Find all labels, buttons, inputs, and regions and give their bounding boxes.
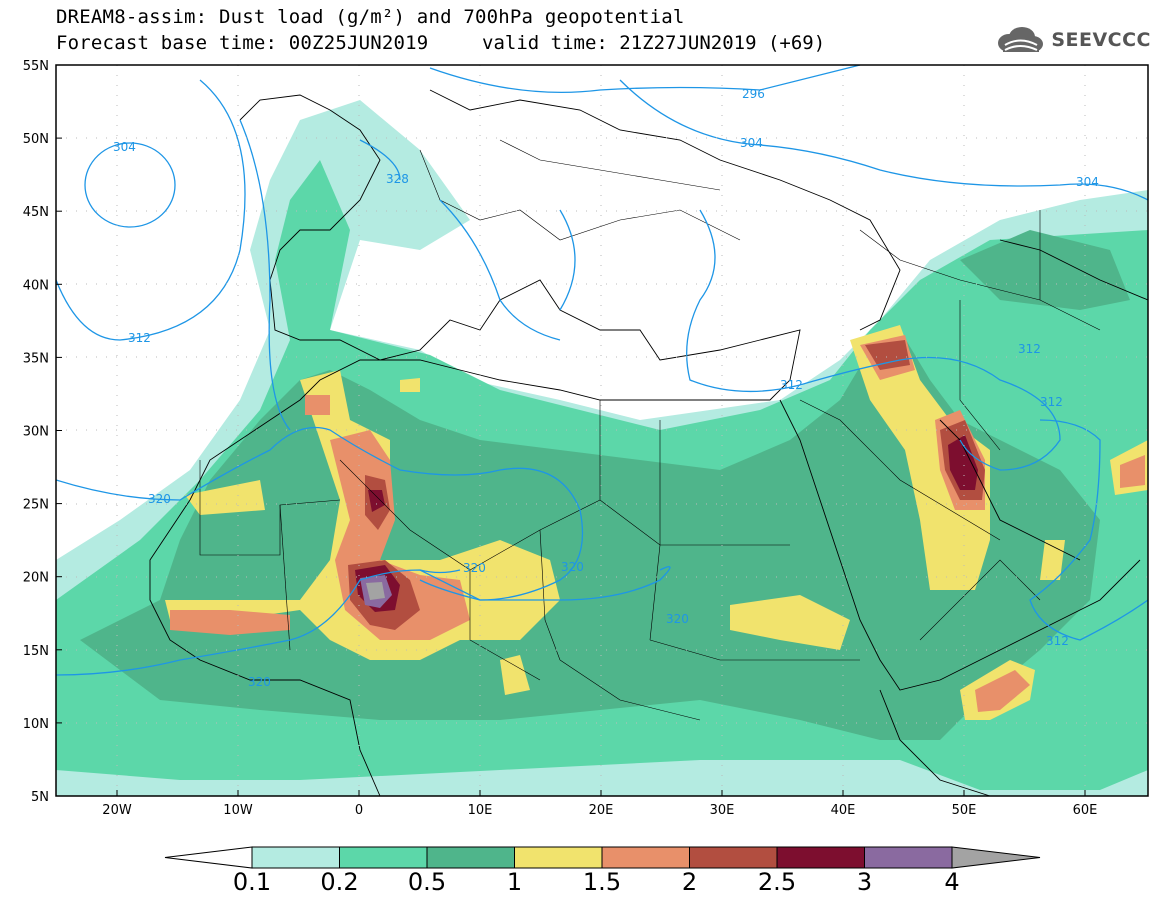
lon-tick-label: 60E	[1073, 803, 1098, 818]
lat-tick-label: 55N	[23, 59, 49, 74]
legend-label: 2.5	[757, 868, 797, 896]
lon-tick-label: 30E	[710, 803, 735, 818]
legend-label: 0.5	[407, 868, 447, 896]
contour-label: 304	[113, 140, 136, 154]
lat-tick-label: 35N	[23, 351, 49, 366]
contour-label: 312	[1046, 634, 1069, 648]
contour-label: 320	[666, 612, 689, 626]
logo-text: SEEVCCC	[1051, 29, 1151, 51]
lon-tick-label: 10E	[468, 803, 493, 818]
legend-color-box	[776, 846, 865, 869]
lon-tick-label: 40E	[831, 803, 856, 818]
contour-label: 320	[148, 492, 171, 506]
lon-tick-label: 10W	[223, 803, 253, 818]
lon-tick-label: 0	[355, 803, 363, 818]
legend-label: 3	[856, 868, 873, 896]
lat-tick-label: 40N	[23, 278, 49, 293]
contour-label: 296	[742, 87, 765, 101]
coastlines	[149, 89, 1148, 796]
contour-labels: 304 328 296 304 304 312 312 312 312 320 …	[113, 87, 1099, 689]
lat-tick-label: 30N	[23, 425, 49, 440]
contour-label: 304	[740, 136, 763, 150]
country-borders	[199, 139, 1101, 721]
contour-label: 320	[561, 560, 584, 574]
legend-color-box	[339, 846, 428, 869]
legend-color-box	[601, 846, 690, 869]
lat-tick-label: 45N	[23, 205, 49, 220]
legend-label: 0.1	[232, 868, 272, 896]
geopotential-contours	[56, 65, 1148, 676]
lon-tick-label: 50E	[952, 803, 977, 818]
contour-label: 312	[780, 378, 803, 392]
dust-band-4	[360, 575, 392, 608]
legend-color-box	[251, 846, 340, 869]
legend-label: 1.5	[582, 868, 622, 896]
lat-tick-label: 25N	[23, 498, 49, 513]
legend-label: 1	[506, 868, 523, 896]
contour-label: 328	[386, 172, 409, 186]
legend-overflow-triangle	[951, 846, 1041, 869]
contour-label: 312	[1040, 395, 1063, 409]
forecast-base-time: Forecast base time: 00Z25JUN2019	[56, 32, 429, 54]
legend-label: 4	[944, 868, 960, 896]
contour-label: 312	[128, 331, 151, 345]
lat-tick-label: 20N	[23, 571, 49, 586]
lon-tick-label: 20E	[589, 803, 614, 818]
legend-color-box	[864, 846, 953, 869]
lat-tick-label: 50N	[23, 132, 49, 147]
legend-label: 2	[681, 868, 698, 896]
lat-tick-label: 15N	[23, 644, 49, 659]
latitude-axis: 55N 50N 45N 40N 35N 30N 25N 20N 15N 10N 5N	[23, 59, 62, 805]
legend-underflow-triangle	[164, 846, 253, 869]
contour-label: 312	[1018, 342, 1041, 356]
legend-color-box	[514, 846, 603, 869]
legend-color-box	[426, 846, 515, 869]
legend-label: 0.2	[320, 868, 359, 896]
cloud-icon	[998, 27, 1044, 52]
valid-time: valid time: 21Z27JUN2019 (+69)	[482, 32, 826, 54]
seevccc-logo: SEEVCCC	[995, 26, 1151, 54]
map-title: DREAM8-assim: Dust load (g/m²) and 700hP…	[56, 6, 685, 28]
lat-tick-label: 5N	[31, 790, 49, 805]
lon-tick-label: 20W	[102, 803, 132, 818]
legend-color-box	[689, 846, 778, 869]
contour-label: 320	[463, 561, 486, 575]
lat-tick-label: 10N	[23, 717, 49, 732]
contour-label: 304	[1076, 175, 1099, 189]
contour-label: 320	[248, 675, 271, 689]
longitude-axis: 20W 10W 0 10E 20E 30E 40E 50E 60E	[102, 790, 1097, 818]
graticule	[56, 65, 1148, 796]
